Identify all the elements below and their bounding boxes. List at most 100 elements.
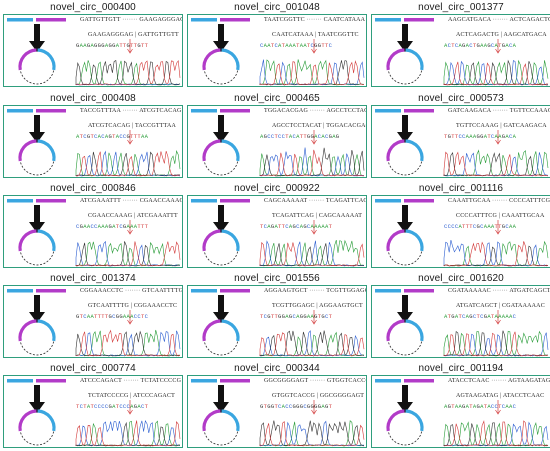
base-call: T <box>94 313 98 320</box>
base-call: C <box>90 223 95 230</box>
junction-divider: | <box>315 393 320 399</box>
junction-marker-icon <box>495 220 501 235</box>
panel-graphic <box>7 289 181 357</box>
validation-panel: AGGAAGTGCT ······· TCGTTGGAGC TCGTTGGAGC … <box>187 285 367 358</box>
seq-gap: ······· <box>120 108 140 114</box>
base-call: G <box>501 133 506 140</box>
base-call: C <box>281 133 286 140</box>
base-call: C <box>505 223 509 230</box>
base-call: A <box>112 223 116 230</box>
circle-arc-magenta <box>18 229 37 252</box>
seq-gap: ······· <box>489 378 508 384</box>
base-call: G <box>451 313 455 320</box>
junction-divider: | <box>321 123 327 129</box>
seq-top-left: GATCAAGACA <box>448 108 492 114</box>
trace-a <box>443 330 549 357</box>
base-call: C <box>296 223 300 230</box>
base-call: G <box>108 223 113 230</box>
base-call: T <box>274 133 279 140</box>
circle-arc-magenta <box>386 139 405 162</box>
base-call: G <box>328 133 333 140</box>
seq-mid-left: AGCCTCCTACAT <box>272 123 322 129</box>
trace-t <box>259 332 365 357</box>
seq-top-right: ATGATCAGCT <box>509 288 550 294</box>
junction-sequence-top: CGATAAAAAC ······· ATGATCAGCT <box>448 288 550 294</box>
junction-divider: | <box>129 303 134 309</box>
junction-sequence-mid: GAAGAGGGAG | GATTGTTGTT <box>88 32 179 38</box>
junction-divider: | <box>499 32 504 38</box>
base-call: C <box>490 133 495 140</box>
base-call: A <box>505 133 509 140</box>
base-call: G <box>108 133 113 140</box>
base-call: C <box>263 313 268 320</box>
junction-sequence-top: ATCCCAGACT ······· TCTATCCCCG <box>80 378 181 384</box>
seq-mid-right: CGGAAACCTC <box>133 303 178 309</box>
trace-t <box>259 421 365 447</box>
base-call: A <box>267 223 271 230</box>
panel-title: novel_circ_000400 <box>50 2 136 13</box>
trace-c <box>259 147 365 177</box>
base-call: A <box>281 403 286 410</box>
trace-t <box>443 151 549 177</box>
chromatogram-traces <box>443 240 549 267</box>
panel-title: novel_circ_000408 <box>50 93 136 104</box>
base-call: G <box>278 313 282 320</box>
base-call: G <box>267 403 271 410</box>
trace-a <box>259 239 365 267</box>
base-call: C <box>83 313 87 320</box>
base-call: T <box>260 223 264 230</box>
base-call: A <box>458 42 463 49</box>
base-call: A <box>501 313 506 320</box>
seq-mid-right: GGCGGGGAGT <box>319 393 365 399</box>
base-call: C <box>83 133 87 140</box>
trace-a <box>75 60 181 86</box>
base-call: G <box>292 223 297 230</box>
base-call: C <box>104 403 109 410</box>
base-call: T <box>447 313 452 320</box>
base-call: A <box>144 133 149 140</box>
base-call: C <box>317 133 322 140</box>
base-call: A <box>317 223 322 230</box>
base-call: T <box>137 133 141 140</box>
seq-mid-left: GAAGAGGGAG <box>88 32 134 38</box>
base-call: T <box>101 313 105 320</box>
trace-t <box>75 151 181 177</box>
panel-graphic <box>375 109 549 177</box>
base-call: A <box>469 133 473 140</box>
base-call: T <box>140 42 145 49</box>
panel-title: novel_circ_001556 <box>234 273 320 284</box>
base-call: A <box>303 42 307 49</box>
exon-bar-blue <box>375 379 401 383</box>
seq-top-right: AGTAAGATAG <box>508 378 550 384</box>
base-call: C <box>472 223 477 230</box>
base-call: T <box>328 313 333 320</box>
base-call: A <box>512 223 517 230</box>
base-call: T <box>144 223 149 230</box>
panel-graphic <box>7 18 181 86</box>
base-call: T <box>83 403 87 410</box>
base-call: A <box>104 133 109 140</box>
seq-top-left: GATTGTTGTT <box>80 17 121 23</box>
base-call: A <box>483 42 488 49</box>
base-call: T <box>274 313 279 320</box>
base-call: A <box>299 42 304 49</box>
seq-mid-left: ATGATCAGCT <box>456 303 498 309</box>
base-call: G <box>487 42 491 49</box>
validation-panel: ATCGAAATTT ······· CGAACCAAAG CGAACCAAAG … <box>3 195 183 268</box>
seq-top-right: AGCCTCCTACAT <box>326 108 366 114</box>
junction-sequence-mid: ACTCAGACTG | AAGCATGACA <box>456 32 547 38</box>
base-call: C <box>469 42 473 49</box>
validation-panel: ATCCCAGACT ······· TCTATCCCCG TCTATCCCCG … <box>3 375 183 448</box>
base-call: T <box>115 403 120 410</box>
validation-panel: CAGCAAAAAT ······· TCAGATTCAG TCAGATTCAG … <box>187 195 367 268</box>
trace-a <box>443 421 549 447</box>
junction-down-arrow-icon <box>397 385 413 413</box>
validation-panel: ATACCTCAAC ······· AGTAAGATAG AGTAAGATAG … <box>371 375 550 448</box>
seq-top-left: ATCGAAATTT <box>80 198 121 204</box>
trace-t <box>75 241 181 267</box>
junction-marker-icon <box>311 130 317 145</box>
circle-arc-blue <box>405 229 424 252</box>
base-call: G <box>314 403 318 410</box>
exon-bar-blue <box>191 109 217 113</box>
panel-title: novel_circ_000922 <box>234 183 320 194</box>
